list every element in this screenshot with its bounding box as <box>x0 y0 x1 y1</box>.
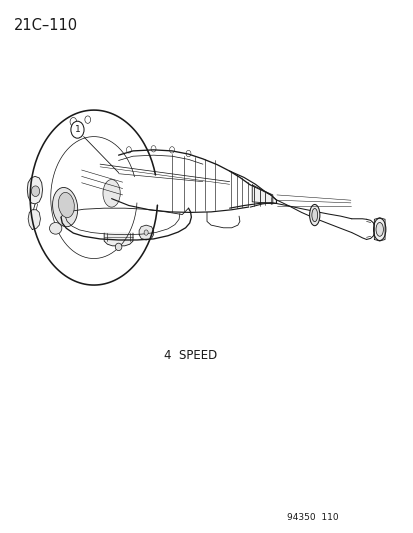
Ellipse shape <box>58 192 74 217</box>
Polygon shape <box>27 176 43 204</box>
Text: 4  SPEED: 4 SPEED <box>164 349 217 361</box>
Polygon shape <box>28 210 40 229</box>
Ellipse shape <box>309 205 319 225</box>
Circle shape <box>71 121 84 138</box>
Ellipse shape <box>375 222 382 236</box>
Polygon shape <box>104 233 133 246</box>
Ellipse shape <box>311 208 317 222</box>
Polygon shape <box>252 185 272 204</box>
Text: 21C–110: 21C–110 <box>14 18 78 34</box>
Ellipse shape <box>115 243 121 251</box>
Ellipse shape <box>52 188 78 227</box>
Ellipse shape <box>144 230 148 235</box>
Ellipse shape <box>50 222 62 234</box>
Text: 94350  110: 94350 110 <box>287 513 338 522</box>
Text: 1: 1 <box>74 125 80 134</box>
Polygon shape <box>139 225 153 240</box>
Ellipse shape <box>373 218 385 240</box>
Circle shape <box>31 186 40 197</box>
Polygon shape <box>373 217 384 241</box>
Ellipse shape <box>103 180 120 207</box>
